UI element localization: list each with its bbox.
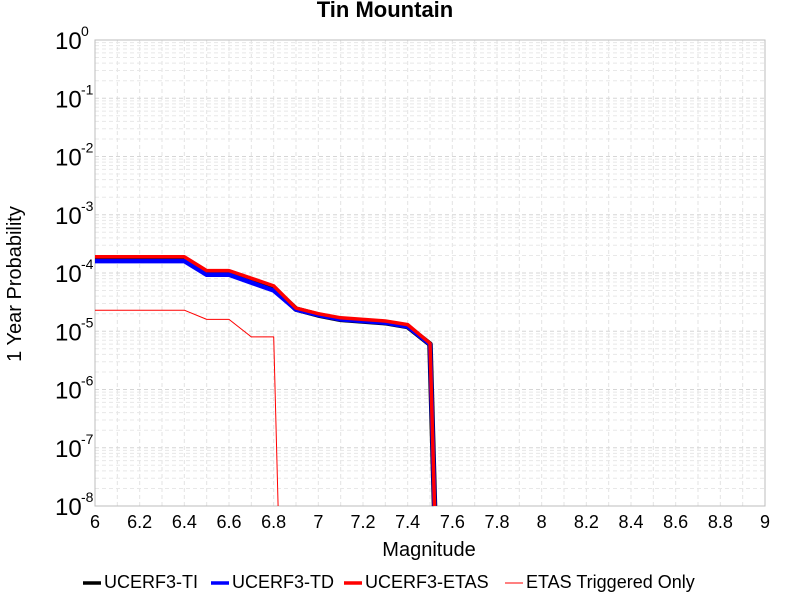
x-tick-label: 8.6 xyxy=(663,512,688,532)
x-tick-label: 8.2 xyxy=(574,512,599,532)
x-tick-label: 8 xyxy=(537,512,547,532)
series-group xyxy=(95,255,438,507)
y-tick-label-exponent: -1 xyxy=(81,81,94,97)
x-tick-label: 7 xyxy=(313,512,323,532)
x-tick-label: 7.2 xyxy=(350,512,375,532)
x-tick-label: 6.2 xyxy=(127,512,152,532)
y-tick-label-exponent: 0 xyxy=(81,23,89,39)
y-tick-label-exponent: -6 xyxy=(81,373,94,389)
y-tick-label-base: 10 xyxy=(55,86,82,113)
x-tick-label: 6 xyxy=(90,512,100,532)
y-tick-label-base: 10 xyxy=(55,28,82,55)
x-tick-label: 8.4 xyxy=(618,512,643,532)
y-tick-label-base: 10 xyxy=(55,261,82,288)
x-tick-label: 6.6 xyxy=(216,512,241,532)
y-tick-label-base: 10 xyxy=(55,436,82,463)
series-line-3 xyxy=(95,255,437,507)
plot-area xyxy=(94,39,766,507)
x-tick-label: 9 xyxy=(760,512,770,532)
y-axis-label: 1 Year Probability xyxy=(4,206,26,362)
y-tick-label-exponent: -8 xyxy=(81,489,94,505)
x-tick-label: 7.4 xyxy=(395,512,420,532)
legend-label-1: UCERF3-TI xyxy=(104,572,198,592)
legend-label-4: ETAS Triggered Only xyxy=(526,572,695,592)
series-line-4 xyxy=(95,309,279,507)
legend: UCERF3-TI UCERF3-TD UCERF3-ETAS ETAS Trigge… xyxy=(83,572,695,592)
x-tick-label: 6.8 xyxy=(261,512,286,532)
y-tick-label-exponent: -4 xyxy=(81,256,94,272)
y-tick-label-base: 10 xyxy=(55,145,82,172)
x-axis-label: Magnitude xyxy=(382,539,475,561)
x-tick-label: 7.8 xyxy=(484,512,509,532)
y-tick-label-base: 10 xyxy=(55,378,82,405)
legend-label-3: UCERF3-ETAS xyxy=(365,572,489,592)
x-tick-labels: 6 6.2 6.4 6.6 6.8 7 7.2 7.4 7.6 7.8 8 8.2 8.4 8.6 8.8 9 xyxy=(90,512,770,532)
y-tick-label-exponent: -2 xyxy=(81,140,94,156)
x-tick-label: 6.4 xyxy=(172,512,197,532)
y-tick-label-exponent: -7 xyxy=(81,431,94,447)
legend-label-2: UCERF3-TD xyxy=(232,572,334,592)
x-tick-label: 8.8 xyxy=(708,512,733,532)
chart-title: Tin Mountain xyxy=(317,0,453,22)
y-tick-label-exponent: -5 xyxy=(81,314,94,330)
x-tick-label: 7.6 xyxy=(440,512,465,532)
y-tick-label-base: 10 xyxy=(55,203,82,230)
y-tick-label-base: 10 xyxy=(55,494,82,521)
y-tick-label-exponent: -3 xyxy=(81,198,94,214)
grid xyxy=(94,40,766,507)
y-tick-label-base: 10 xyxy=(55,319,82,346)
